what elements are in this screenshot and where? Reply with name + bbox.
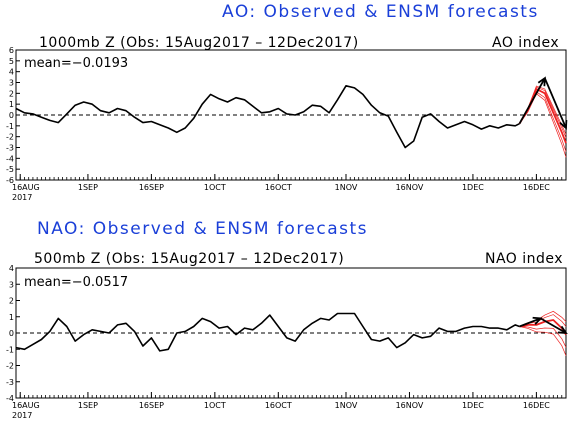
nao-y-tick-label: 1 [9,313,14,322]
ao-y-tick-label: 6 [9,46,14,55]
nao-x-tick-label: 16OCT [265,401,292,410]
nao-x-tick-label: 16SEP [139,401,164,410]
nao-trend-arrow [519,317,541,328]
ao-x-tick-label: 1OCT [204,183,226,192]
ao-y-tick-label: 2 [9,89,14,98]
nao-y-tick-label: -2 [6,362,14,371]
ao-y-tick-label: -3 [6,144,14,153]
ao-x-tick-label: 16OCT [265,183,292,192]
ao-x-year-label: 2017 [12,193,32,202]
nao-title: NAO: Observed & ENSM forecasts [37,219,368,239]
nao-arrows [519,316,568,335]
ao-x-tick-label: 16DEC [523,183,550,192]
ao-y-tick-label: 5 [9,57,14,66]
ao-y-axis: 6 5 4 32 1 0 -1 -2 -3-4 -5 -6 [6,46,20,185]
ao-y-tick-label: -1 [6,122,14,131]
ao-x-tick-label: 1SEP [78,183,98,192]
nao-x-tick-label: 16AUG [12,401,40,410]
nao-x-tick-label: 1DEC [462,401,484,410]
nao-y-axis: 4 3 2 1 0 -1 -2 -3 -4 [6,264,20,403]
ao-y-tick-label: -4 [6,154,14,163]
nao-ensemble-member-line [519,326,567,356]
ao-mean-label: mean=−0.0193 [24,56,128,71]
ao-y-tick-label: -5 [6,165,14,174]
nao-mean-label: mean=−0.0517 [24,275,128,290]
nao-y-tick-label: 4 [9,264,14,273]
nao-trend-arrow [540,317,567,334]
ao-trend-arrow [518,77,546,125]
ao-panel: AO: Observed & ENSM forecasts 1000mb Z (… [6,2,568,202]
nao-x-tick-label: 1SEP [78,401,98,410]
ao-y-tick-label: -6 [6,176,14,185]
nao-panel: NAO: Observed & ENSM forecasts 500mb Z (… [6,219,568,420]
ao-x-tick-label: 16NOV [396,183,424,192]
nao-x-tick-label: 16DEC [523,401,550,410]
nao-ensemble-member-line [519,326,567,348]
nao-x-tick-label: 16NOV [396,401,424,410]
nao-series-group [15,310,567,356]
ao-x-tick-label: 16AUG [12,183,40,192]
ao-ensemble-member-line [519,91,567,152]
ao-x-tick-label: 1NOV [335,183,358,192]
ao-x-tick-label: 1DEC [462,183,484,192]
ao-title: AO: Observed & ENSM forecasts [222,2,539,22]
ao-ensemble-member-line [519,93,567,158]
ao-y-tick-label: 3 [9,79,14,88]
ao-observed-line [15,85,520,149]
ao-x-tick-label: 16SEP [139,183,164,192]
nao-y-tick-label: 2 [9,297,14,306]
ao-subtitle: 1000mb Z (Obs: 15Aug2017 – 12Dec2017) [39,35,359,51]
nao-y-tick-label: -4 [6,394,14,403]
ao-forecast-line [518,88,567,144]
nao-subtitle: 500mb Z (Obs: 15Aug2017 – 12Dec2017) [34,251,344,267]
nao-y-tick-label: 3 [9,280,14,289]
nao-x-tick-label: 1NOV [335,401,358,410]
ao-y-tick-label: 0 [9,111,14,120]
ao-y-tick-label: 1 [9,100,14,109]
ao-trend-arrowhead [559,119,568,130]
nao-y-tick-label: 0 [9,329,14,338]
nao-y-tick-label: -3 [6,378,14,387]
ao-index-label: AO index [492,35,559,51]
nao-y-tick-label: -1 [6,345,14,354]
ao-arrows [518,76,568,130]
nao-x-year-label: 2017 [12,411,32,420]
nao-observed-line [15,312,520,352]
nao-trend-arrowhead [557,325,568,335]
nao-x-tick-label: 1OCT [204,401,226,410]
ao-series-group [15,85,567,158]
ao-y-tick-label: -2 [6,133,14,142]
nao-index-label: NAO index [485,251,563,267]
ao-trend-arrow [544,77,567,129]
ao-y-tick-label: 4 [9,68,14,77]
